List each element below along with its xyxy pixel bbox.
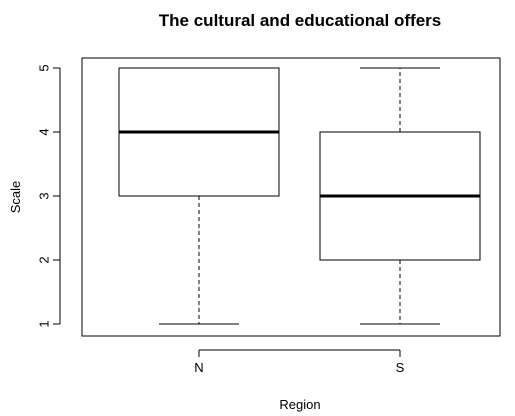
x-axis-label: Region [279, 397, 320, 412]
y-tick-label: 1 [36, 320, 51, 327]
x-tick-label: S [396, 360, 405, 375]
boxplot-series [118, 67, 481, 325]
x-tick-label: N [194, 360, 203, 375]
y-axis: 1 2 3 4 5 [36, 64, 61, 328]
y-axis-label: Scale [8, 181, 23, 214]
chart-title: The cultural and educational offers [159, 11, 441, 30]
y-tick-label: 5 [36, 64, 51, 71]
y-tick-label: 4 [36, 128, 51, 135]
box-N [118, 67, 280, 325]
y-tick-label: 3 [36, 192, 51, 199]
y-tick-label: 2 [36, 256, 51, 263]
box-S [319, 67, 481, 325]
plot-frame [81, 57, 501, 337]
